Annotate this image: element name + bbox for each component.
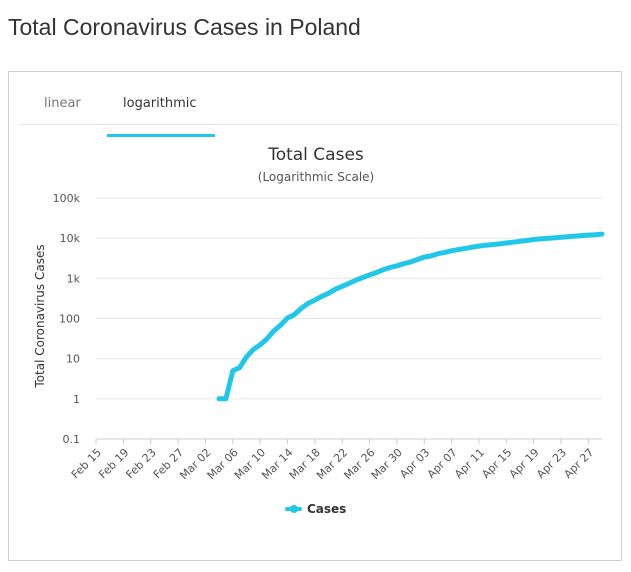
y-tick-label: 10k [60, 232, 81, 245]
x-tick-label: Apr 27 [561, 446, 596, 481]
x-tick-label: Mar 30 [369, 446, 405, 482]
series-line-cases [216, 231, 605, 402]
x-tick-label: Apr 07 [425, 446, 460, 481]
active-tab-indicator [107, 134, 215, 137]
x-tick-label: Apr 11 [452, 446, 487, 481]
x-tick-label: Apr 03 [397, 446, 432, 481]
y-tick-label: 100 [59, 313, 80, 326]
legend-label: Cases [307, 502, 346, 516]
page-title: Total Coronavirus Cases in Poland [8, 14, 361, 40]
x-tick-label: Apr 15 [479, 446, 514, 481]
y-tick-label: 100k [53, 192, 81, 205]
x-tick-label: Apr 19 [507, 446, 542, 481]
y-tick-label: 1 [73, 393, 80, 406]
scale-tabs: linear logarithmic [19, 86, 619, 137]
tab-linear[interactable]: linear [44, 96, 81, 111]
tab-logarithmic[interactable]: logarithmic [123, 96, 197, 111]
legend-marker [290, 505, 298, 513]
chart-panel: linear logarithmic [8, 71, 622, 561]
y-tick-label: 0.1 [63, 433, 81, 446]
y-axis-label: Total Coronavirus Cases [33, 244, 47, 388]
y-tick-label: 10 [66, 353, 80, 366]
chart-subtitle: (Logarithmic Scale) [258, 170, 374, 184]
chart-title: Total Cases [267, 145, 364, 165]
x-tick-label: Apr 23 [534, 446, 569, 481]
y-tick-label: 1k [67, 272, 81, 285]
legend-item-cases[interactable]: Cases [285, 502, 346, 516]
